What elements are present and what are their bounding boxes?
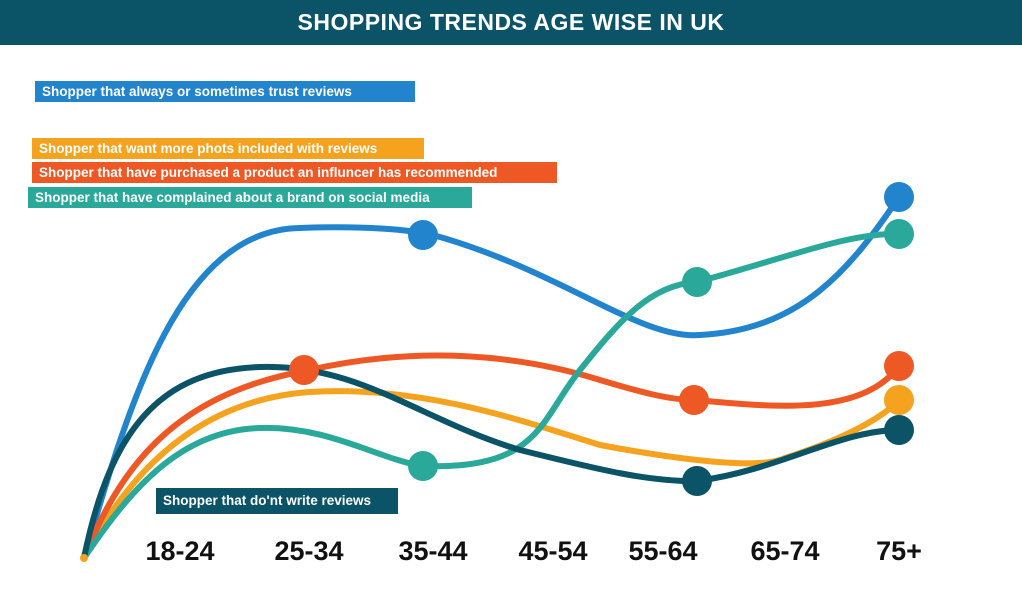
series-line xyxy=(81,352,902,561)
data-point-marker xyxy=(884,182,914,212)
chart-title: SHOPPING TRENDS AGE WISE IN UK xyxy=(297,9,725,35)
legend-label-trust-reviews: Shopper that always or sometimes trust r… xyxy=(35,81,415,102)
data-point-marker xyxy=(884,385,914,415)
data-point-marker xyxy=(679,385,709,415)
x-tick-label: 75+ xyxy=(876,536,922,566)
data-point-marker xyxy=(884,219,914,249)
x-tick-label: 35-44 xyxy=(398,536,467,566)
x-tick-label: 45-54 xyxy=(518,536,587,566)
series-line xyxy=(81,388,902,561)
origin-marker xyxy=(80,554,88,562)
data-point-marker xyxy=(884,415,914,445)
title-bar: SHOPPING TRENDS AGE WISE IN UK xyxy=(0,0,1022,45)
data-point-marker xyxy=(682,466,712,496)
x-tick-label: 25-34 xyxy=(274,536,343,566)
x-axis-ticks: 18-24 25-34 35-44 45-54 55-64 65-74 75+ xyxy=(145,536,921,566)
data-point-marker xyxy=(408,220,438,250)
legend-label-complained: Shopper that have complained about a bra… xyxy=(28,187,472,208)
x-tick-label: 65-74 xyxy=(750,536,819,566)
series-markers xyxy=(80,182,914,562)
x-tick-label: 55-64 xyxy=(628,536,697,566)
series-line xyxy=(81,230,902,561)
legend-label-more-photos: Shopper that want more phots included wi… xyxy=(32,138,424,159)
series-line xyxy=(81,363,902,561)
data-point-marker xyxy=(408,451,438,481)
legend-label-no-reviews: Shopper that do'nt write reviews xyxy=(156,488,398,514)
data-point-marker xyxy=(884,351,914,381)
data-point-marker xyxy=(682,267,712,297)
x-tick-label: 18-24 xyxy=(145,536,214,566)
legend-label-influencer: Shopper that have purchased a product an… xyxy=(32,162,557,183)
data-point-marker xyxy=(289,355,319,385)
